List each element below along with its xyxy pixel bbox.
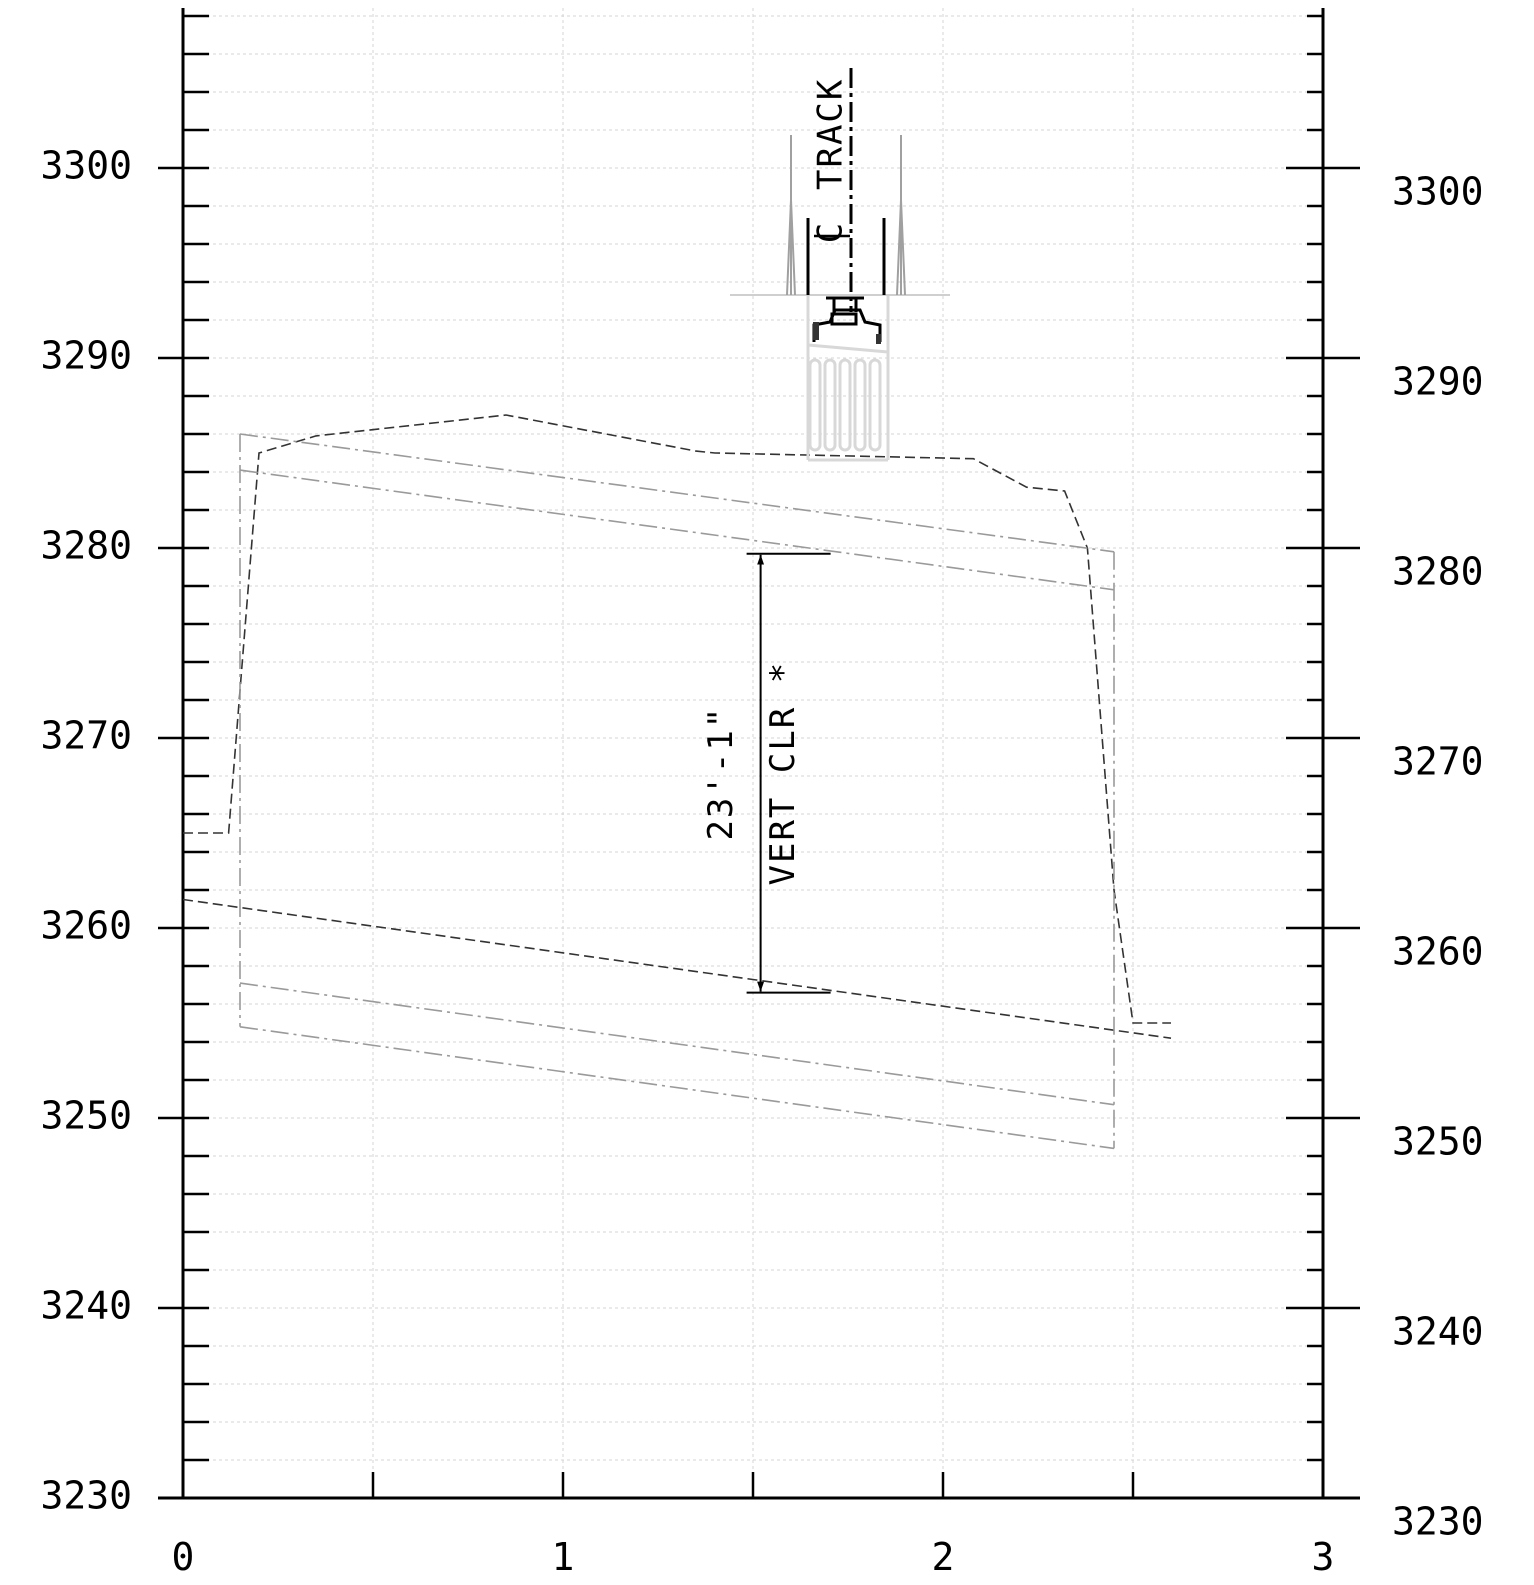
left-tick-label: 3280 xyxy=(40,524,132,568)
profile-dashdot-line xyxy=(239,1026,1115,1150)
profile-dashdot-line xyxy=(239,433,1115,553)
clearance-label: VERT CLR * xyxy=(763,661,803,886)
right-tick-label: 3300 xyxy=(1392,170,1484,214)
right-tick-label: 3250 xyxy=(1392,1120,1484,1164)
left-tick-label: 3290 xyxy=(40,334,132,378)
left-tick-label: 3260 xyxy=(40,904,132,948)
vertical-clearance-dimension xyxy=(746,552,831,994)
x-tick-label: 2 xyxy=(932,1535,955,1579)
clearance-value: 23'-1" xyxy=(701,706,741,841)
right-tick-label: 3240 xyxy=(1392,1310,1484,1354)
x-tick-label: 3 xyxy=(1312,1535,1335,1579)
svg-text:C: C xyxy=(811,221,851,243)
tick-labels: 3300 3290 3280 3270 3260 3250 3240 3230 3300 3290… xyxy=(40,144,1483,1580)
right-tick-label: 3270 xyxy=(1392,740,1484,784)
track-label: TRACK xyxy=(811,78,851,190)
profile-dashdot-line xyxy=(239,982,1115,1106)
profile-lines xyxy=(182,414,1172,1150)
axes-frame xyxy=(158,8,1360,1500)
profile-dashdot-line xyxy=(239,469,1115,591)
x-tick-label: 1 xyxy=(552,1535,575,1579)
x-tick-label: 0 xyxy=(172,1535,195,1579)
left-tick-label: 3300 xyxy=(40,144,132,188)
left-tick-label: 3240 xyxy=(40,1284,132,1328)
profile-dashed-line xyxy=(182,898,1172,1039)
left-tick-label: 3230 xyxy=(40,1474,132,1518)
right-tick-label: 3290 xyxy=(1392,360,1484,404)
grid xyxy=(183,8,1323,1498)
centerline-symbol-icon: C xyxy=(811,221,851,243)
left-tick-label: 3270 xyxy=(40,714,132,758)
right-tick-label: 3260 xyxy=(1392,930,1484,974)
right-tick-label: 3280 xyxy=(1392,550,1484,594)
right-tick-label: 3230 xyxy=(1392,1500,1484,1544)
profile-dashed-line xyxy=(183,414,1171,1024)
bridge-section-icon xyxy=(730,135,950,462)
left-tick-label: 3250 xyxy=(40,1094,132,1138)
